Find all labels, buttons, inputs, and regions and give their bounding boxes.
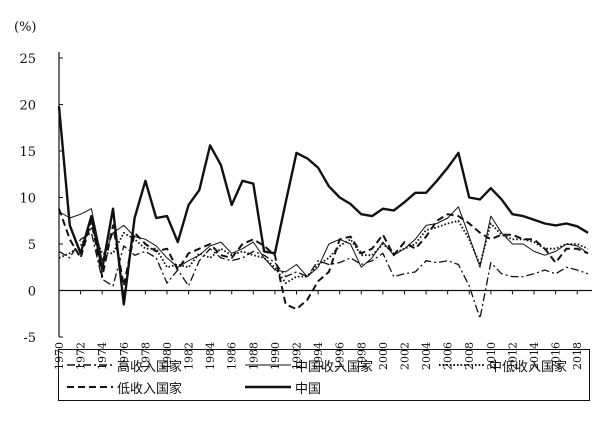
series-line-dotted bbox=[58, 219, 589, 285]
legend-item-china: 中国 bbox=[245, 378, 322, 397]
y-axis-unit-label: (%) bbox=[14, 20, 37, 35]
axes bbox=[58, 52, 592, 337]
legend-label: 低收入国家 bbox=[117, 381, 183, 397]
y-tick-label: 25 bbox=[19, 52, 36, 67]
legend-item-middle-income: 中国收入国家 bbox=[245, 356, 374, 375]
y-tick-label: 10 bbox=[19, 192, 36, 207]
series-line-dashdot bbox=[58, 232, 589, 320]
legend-item-high-income: 高收入国家 bbox=[67, 356, 183, 375]
legend-swatch-dotted bbox=[439, 364, 485, 366]
y-tick-label: 5 bbox=[28, 238, 36, 253]
series-lines bbox=[57, 106, 589, 320]
legend-swatch-thin bbox=[245, 364, 291, 366]
y-tick-label: 20 bbox=[19, 99, 36, 114]
legend-swatch-dashdot bbox=[67, 364, 113, 366]
legend-item-lower-middle-income: 中低收入国家 bbox=[439, 356, 568, 375]
series-line-thin bbox=[58, 206, 589, 278]
legend-label: 中国 bbox=[295, 381, 322, 397]
y-tick-label: 15 bbox=[19, 145, 36, 160]
y-axis-ticks: 25 20 15 10 5 0 -5 bbox=[19, 52, 63, 346]
legend: 高收入国家 中国收入国家 中低收入国家 低收入国家 中国 bbox=[58, 349, 590, 401]
legend-label: 中低收入国家 bbox=[489, 359, 568, 375]
y-tick-label: 0 bbox=[28, 285, 36, 300]
series-line-thick bbox=[57, 106, 589, 306]
legend-swatch-thick bbox=[245, 385, 291, 389]
legend-label: 高收入国家 bbox=[117, 359, 183, 375]
y-tick-label: -5 bbox=[23, 331, 36, 346]
legend-label: 中国收入国家 bbox=[295, 359, 374, 375]
legend-item-low-income: 低收入国家 bbox=[67, 378, 183, 397]
series-line-dashed bbox=[58, 208, 589, 311]
legend-swatch-dashed bbox=[67, 386, 113, 388]
